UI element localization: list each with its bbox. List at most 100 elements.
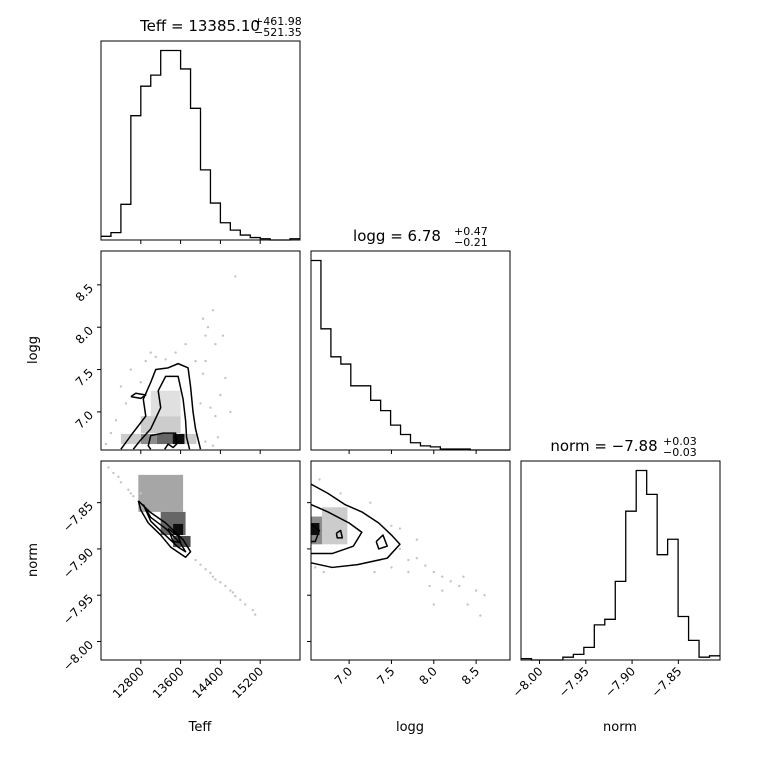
x-tick-label-logg-3: 8.5 <box>459 664 482 687</box>
scatter-point-logg-Teff-2 <box>219 393 222 397</box>
scatter-point-norm-Teff-21 <box>211 575 215 578</box>
scatter-point-norm-Teff-18 <box>204 568 207 571</box>
scatter-point-logg-Teff-20 <box>124 402 128 405</box>
scatter-point-norm-logg-23 <box>339 492 342 495</box>
density-cell-norm-logg-12 <box>311 523 320 536</box>
scatter-point-logg-Teff-6 <box>211 309 215 312</box>
x-tick-label-Teff-2: 14400 <box>190 664 227 701</box>
scatter-point-norm-logg-9 <box>428 584 431 588</box>
x-axis-label-norm: norm <box>603 720 637 735</box>
histogram-logg <box>311 259 510 451</box>
panel-frame-0-0 <box>100 40 301 241</box>
panel-frame-1-1 <box>310 250 511 451</box>
title-teff: Teff = 13385.10 <box>139 17 260 35</box>
scatter-point-logg-Teff-23 <box>221 334 225 337</box>
scatter-point-logg-Teff-24 <box>149 351 152 354</box>
scatter-point-norm-Teff-8 <box>224 584 227 588</box>
y-tick-label-norm-2: −7.90 <box>60 545 96 581</box>
scatter-point-logg-Teff-5 <box>206 326 210 329</box>
contour-norm-logg-9 <box>310 523 321 543</box>
y-tick-label-norm-0: −8.00 <box>60 638 96 674</box>
density-cells-layer <box>120 390 348 548</box>
y-tick-label-logg-0: 7.0 <box>73 408 96 431</box>
scatter-point-norm-Teff-0 <box>107 466 110 469</box>
scatter-point-norm-Teff-3 <box>127 488 130 491</box>
scatter-point-norm-logg-4 <box>441 575 444 578</box>
y-tick-label-logg-3: 8.5 <box>73 281 96 304</box>
panel-frame-2-1 <box>310 460 511 661</box>
scatter-point-norm-logg-1 <box>415 556 419 560</box>
x-axis-label-logg: logg <box>396 720 424 735</box>
scatter-point-norm-Teff-10 <box>244 603 247 606</box>
histogram-Teff <box>101 49 300 241</box>
title-norm-sub: −0.03 <box>663 446 697 459</box>
scatter-point-norm-logg-6 <box>457 584 461 588</box>
contour-norm-logg-7 <box>310 483 401 569</box>
scatter-point-logg-Teff-30 <box>204 440 207 443</box>
density-cell-logg-Teff-1 <box>156 433 173 445</box>
title-logg-sup: +0.47 <box>454 225 488 238</box>
x-tick-label-norm-3: −7.85 <box>649 664 685 700</box>
density-cell-norm-logg-13 <box>322 507 348 545</box>
contour-norm-Teff-4 <box>137 500 192 559</box>
scatter-point-logg-Teff-25 <box>184 342 187 346</box>
contours-layer <box>120 362 401 569</box>
title-logg: logg = 6.78 <box>353 227 441 245</box>
scatter-point-logg-Teff-10 <box>214 414 217 418</box>
scatter-point-norm-logg-7 <box>474 589 478 592</box>
scatter-point-logg-Teff-27 <box>139 381 142 384</box>
title-logg-base: logg = 6.78 <box>353 227 441 245</box>
x-tick-label-logg-2: 8.0 <box>417 664 440 687</box>
scatter-point-norm-logg-24 <box>369 501 372 504</box>
scatter-point-norm-logg-5 <box>449 580 452 583</box>
scatter-point-logg-Teff-28 <box>229 410 232 414</box>
panel-frame-2-0 <box>100 460 301 661</box>
panel-frame-1-0 <box>100 250 301 451</box>
density-cell-logg-Teff-6 <box>150 390 181 417</box>
x-tick-label-Teff-1: 13600 <box>150 664 187 701</box>
scatter-point-norm-Teff-19 <box>194 558 197 562</box>
scatter-point-norm-logg-2 <box>424 564 427 567</box>
contour-norm-logg-10 <box>375 534 388 550</box>
scatter-point-logg-Teff-1 <box>209 406 212 409</box>
y-tick-label-logg-2: 8.0 <box>73 323 96 346</box>
scatter-point-norm-logg-12 <box>373 570 376 574</box>
scatter-point-norm-Teff-13 <box>229 589 232 592</box>
scatter-point-norm-logg-20 <box>398 527 402 530</box>
x-tick-label-norm-0: −8.00 <box>510 664 546 700</box>
x-tick-label-norm-1: −7.95 <box>556 664 592 700</box>
scatter-point-logg-Teff-26 <box>201 317 205 320</box>
histograms-layer <box>101 49 720 661</box>
density-cell-norm-Teff-9 <box>173 523 184 536</box>
contour-norm-Teff-6 <box>167 527 182 544</box>
title-norm: norm = −7.88 <box>550 437 657 455</box>
density-cell-logg-Teff-4 <box>184 433 197 445</box>
x-tick-label-logg-1: 7.5 <box>374 664 397 687</box>
scatter-point-norm-logg-3 <box>432 570 435 574</box>
y-tick-label-norm-3: −7.85 <box>60 499 96 535</box>
x-axis-label-teff: Teff <box>188 720 213 735</box>
scatter-point-norm-Teff-5 <box>199 563 202 566</box>
scatter-point-logg-Teff-15 <box>119 385 123 388</box>
scatter-point-norm-logg-25 <box>462 575 465 578</box>
scatter-point-logg-Teff-8 <box>234 275 237 278</box>
scatter-point-norm-logg-0 <box>398 547 402 551</box>
scatter-point-logg-Teff-3 <box>204 359 207 363</box>
scatter-point-norm-logg-15 <box>441 589 444 592</box>
scatter-point-logg-Teff-9 <box>201 372 205 375</box>
scatter-point-logg-Teff-11 <box>216 436 220 439</box>
scatter-point-norm-logg-14 <box>407 570 410 574</box>
scatter-points-layer <box>104 275 486 617</box>
x-tick-label-logg-0: 7.0 <box>332 664 355 687</box>
scatter-point-norm-Teff-4 <box>132 494 135 498</box>
x-tick-label-Teff-3: 15200 <box>229 664 266 701</box>
density-cell-norm-Teff-10 <box>173 535 191 548</box>
contour-norm-logg-8 <box>310 503 363 555</box>
contour-logg-Teff-0 <box>120 362 202 450</box>
density-cell-logg-Teff-2 <box>172 433 185 445</box>
scatter-point-logg-Teff-21 <box>144 359 147 363</box>
scatter-point-norm-logg-17 <box>479 614 482 617</box>
scatter-point-logg-Teff-13 <box>114 419 118 422</box>
scatter-point-norm-Teff-16 <box>117 475 120 478</box>
